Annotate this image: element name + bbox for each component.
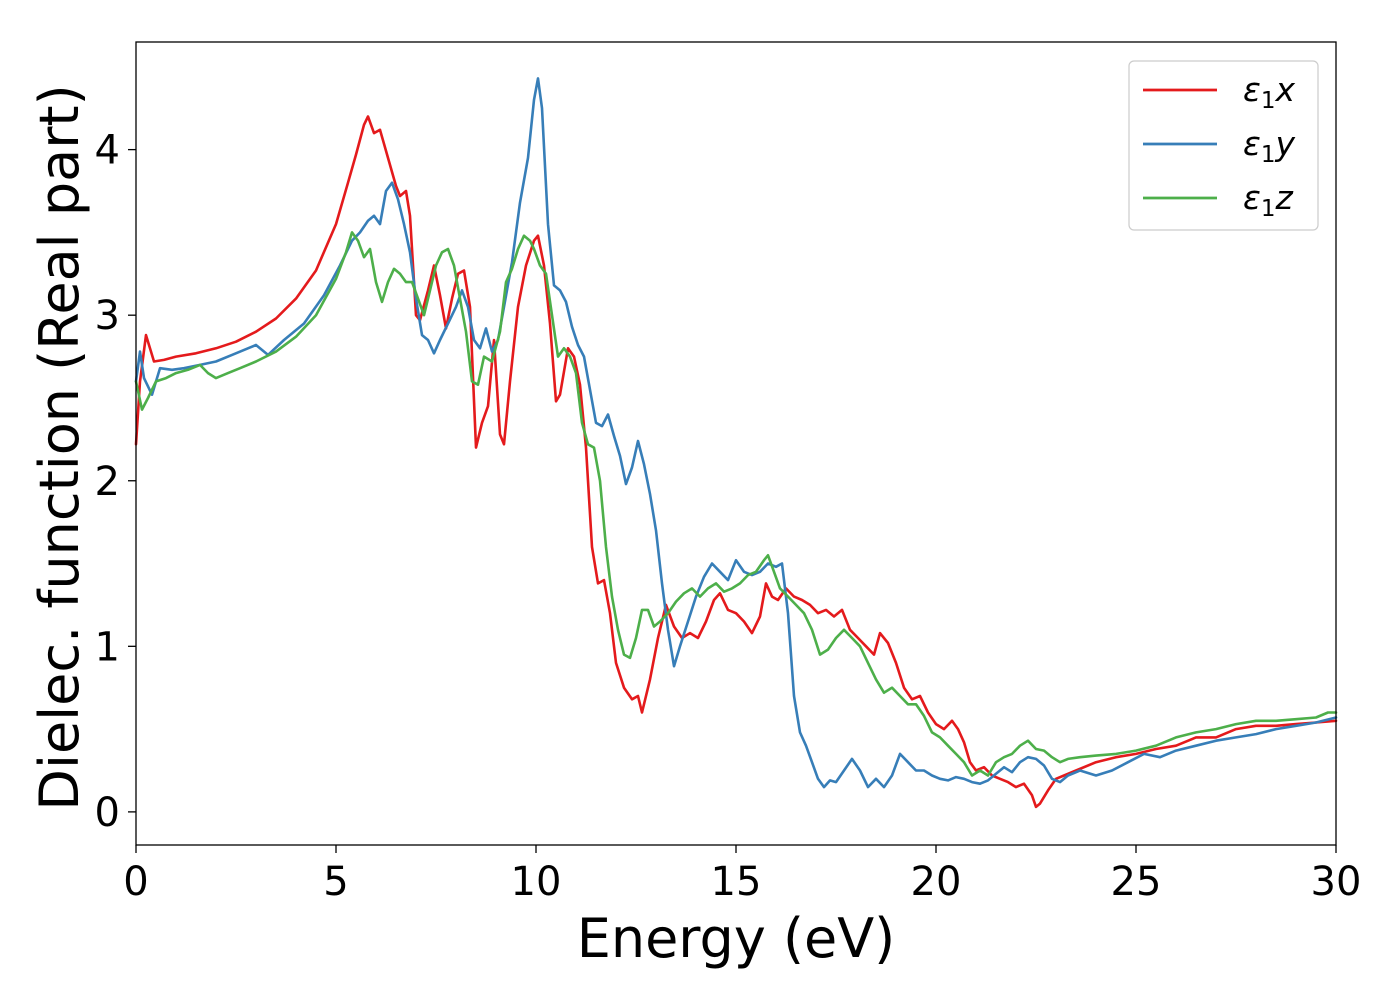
y-tick-label: 0 [95,790,120,836]
x-tick-label: 25 [1111,859,1162,905]
x-axis-title: Energy (eV) [577,907,896,970]
y-tick-label: 2 [95,459,120,505]
series-line-3 [134,231,1338,777]
series-line-1 [134,115,1338,809]
y-tick-label: 3 [95,293,120,339]
y-axis: 0 1 2 3 4 [95,128,136,836]
series-line-2 [134,77,1338,789]
x-tick-label: 0 [123,859,148,905]
x-tick-label: 10 [511,859,562,905]
x-tick-label: 15 [711,859,762,905]
x-tick-label: 5 [323,859,348,905]
y-tick-label: 1 [95,624,120,670]
x-tick-label: 20 [911,859,962,905]
series-layer [134,77,1338,809]
y-axis-title: Dielec. function (Real part) [28,84,91,810]
legend-label-3: ε1z [1243,178,1293,222]
legend: ε1x ε1y ε1z [1128,60,1319,231]
y-tick-label: 4 [95,128,120,174]
legend-label-2: ε1y [1243,124,1295,168]
legend-label-1: ε1x [1243,70,1295,114]
x-axis: 0 5 10 15 20 25 30 [123,845,1361,905]
legend-box [1128,60,1319,231]
x-tick-label: 30 [1311,859,1362,905]
